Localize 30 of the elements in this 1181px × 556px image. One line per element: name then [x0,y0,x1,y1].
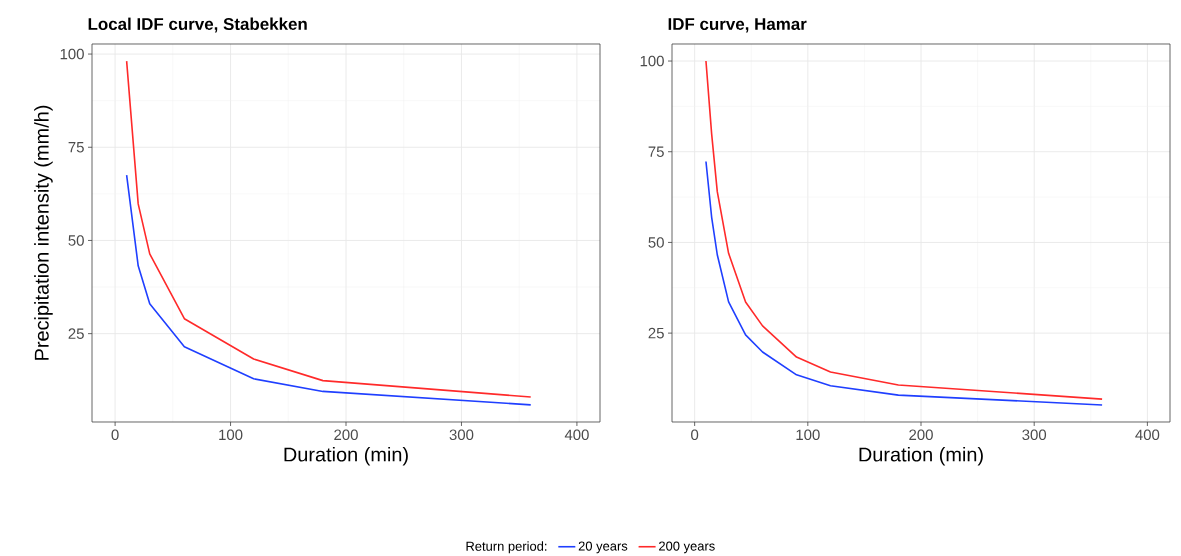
x-tick-label: 200 [334,429,358,441]
x-tick-label: 100 [219,429,243,441]
legend-label: 20 years [578,541,628,554]
y-axis-title: Precipitation intensity (mm/h) [34,105,53,360]
x-tick-label: 200 [909,429,933,441]
x-tick-label: 0 [111,429,119,441]
x-tick-label: 400 [564,429,589,441]
chart-title: Local IDF curve, Stabekken [88,17,307,33]
x-axis-title: Duration (min) [284,446,408,466]
line-series [125,174,532,406]
x-tick-label: 100 [796,429,820,441]
y-tick-label: 75 [648,146,664,157]
y-tick-label: 50 [648,237,664,248]
y-tick-label: 100 [60,48,84,60]
y-tick-label: 50 [68,235,84,246]
legend-label: 200 years [659,541,715,554]
line-series [705,60,1103,400]
legend-title: Return period: [466,541,547,554]
x-tick-label: 0 [691,429,699,441]
y-tick-label: 75 [68,141,84,153]
x-tick-label: 300 [1022,429,1047,441]
line-series [705,160,1103,406]
x-tick-label: 300 [449,429,474,441]
x-axis-title: Duration (min) [859,446,983,466]
y-tick-label: 25 [68,328,84,339]
x-tick-label: 400 [1135,429,1160,441]
line-series [125,60,532,398]
y-tick-label: 100 [640,55,664,67]
chart-title: IDF curve, Hamar [668,18,807,33]
y-tick-label: 25 [648,327,664,339]
